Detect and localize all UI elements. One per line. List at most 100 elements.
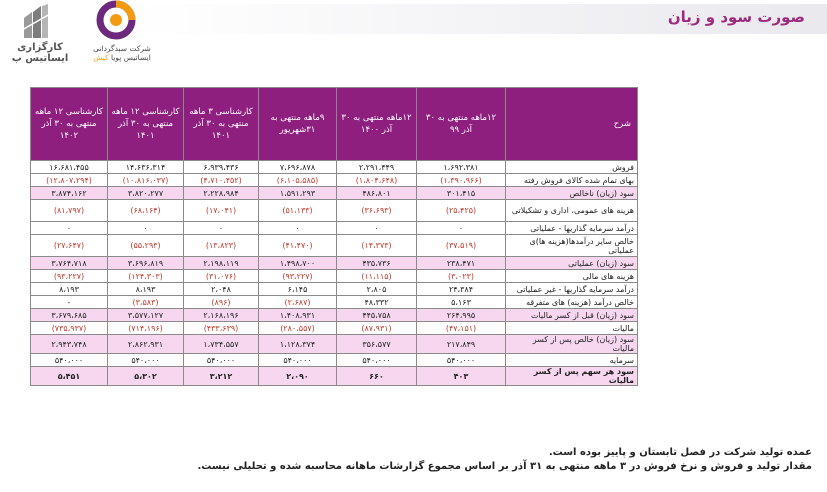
value-cell: ۴۰۳ (416, 366, 506, 386)
value-cell: ۳،۷۶۴،۷۱۸ (30, 256, 108, 270)
value-cell: (۵۵،۲۹۳) (107, 234, 184, 257)
value-cell: ۳،۵۷۷،۱۲۷ (107, 308, 184, 322)
value-cell: ۰ (183, 221, 259, 235)
table-header-row: شرح ۱۲ماهه منتهی به ۳۰ آذر ۹۹ ۱۲ماهه منتهی… (30, 87, 638, 161)
row-label: سود (زیان) عملیاتی (505, 256, 638, 270)
value-cell: ۸،۱۹۳ (30, 282, 108, 296)
value-cell: ۲،۰۴۸ (183, 282, 259, 296)
column-header: کارشناسی ۱۲ ماهه منتهی به ۳۰ آذر ۱۴۰۱ (107, 87, 184, 161)
table-row: سود (زیان) قبل از کسر مالیات ۲۶۴،۹۹۵ ۴۴۵،۷… (30, 308, 638, 322)
column-header: کارشناسی ۳ ماهه منتهی به ۳۰ آذر ۱۴۰۱ (183, 87, 259, 161)
row-label: درآمد سرمایه گذاریها - عملیاتی (505, 221, 638, 235)
value-cell: (۸۹۶) (183, 295, 259, 309)
value-cell: (۸۷،۹۳۱) (336, 321, 417, 335)
column-header: شرح (505, 87, 638, 161)
value-cell: ۱۶،۶۸۱،۴۵۵ (30, 160, 108, 174)
column-header: ۹ماهه منتهی به ۳۱شهریور (258, 87, 337, 161)
row-label: درآمد سرمایه گذاریها - غیر عملیاتی (505, 282, 638, 296)
row-label: خالص سایر درآمدها(هزینه ها)ی عملیاتی (505, 234, 638, 257)
value-cell: ۵۴۰،۰۰۰ (107, 353, 184, 367)
portfolio-company-logo-icon (96, 0, 136, 40)
value-cell: (۹۳،۲۲۷) (258, 269, 337, 283)
value-cell: ۲،۸۶۲،۹۳۱ (107, 334, 184, 354)
value-cell: ۴۸۶،۸۰۱ (336, 186, 417, 200)
value-cell: (۳،۵۸۳) (107, 295, 184, 309)
value-cell: ۴۳۵،۷۳۶ (336, 256, 417, 270)
value-cell: ۱،۶۹۲،۳۸۱ (416, 160, 506, 174)
value-cell: ۶،۹۳۹،۴۳۶ (183, 160, 259, 174)
value-cell: ۴۴۵،۷۵۸ (336, 308, 417, 322)
value-cell: ۰ (107, 221, 184, 235)
row-label: فروش (505, 160, 638, 174)
value-cell: (۶،۱۰۵،۵۸۵) (258, 173, 337, 187)
portfolio-logo-line2: ایساتیس پویا (111, 53, 151, 62)
value-cell: ۱،۱۲۸،۳۷۴ (258, 334, 337, 354)
value-cell: ۵،۱۶۳ (416, 295, 506, 309)
portfolio-logo-line1: شرکت سبدگردانی (93, 44, 151, 53)
value-cell: (۷۳۵،۹۳۷) (30, 321, 108, 335)
footnote-2: مقدار تولید و فروش و نرخ فروش در ۳ ماهه … (197, 461, 812, 472)
row-label: مالیات (505, 321, 638, 335)
table-body: فروش ۱،۶۹۲،۳۸۱ ۲،۲۹۱،۴۴۹ ۷،۶۹۶،۸۷۸ ۶،۹۳۹،۴۳۶… (30, 160, 638, 386)
table-row: خالص درآمد (هزینه) های متفرقه ۵،۱۶۳ ۴۸،۳۳۲… (30, 295, 638, 309)
value-cell: ۶،۱۴۵ (258, 282, 337, 296)
row-label: سود (زیان) ناخالص (505, 186, 638, 200)
value-cell: (۱،۳۹۰،۹۶۶) (416, 173, 506, 187)
value-cell: (۱۲۴،۳۰۳) (107, 269, 184, 283)
value-cell: ۵،۳۰۲ (107, 366, 184, 386)
portfolio-company-logo: شرکت سبدگردانی ایساتیس پویا کیش (82, 0, 162, 70)
value-cell: (۳۶،۶۹۳) (336, 199, 417, 222)
value-cell: (۸۱،۷۹۷) (30, 199, 108, 222)
table-row: هزینه های مالی (۳،۰۲۳) (۱۱،۱۱۵) (۹۳،۲۲۷) (۳۱… (30, 269, 638, 283)
footnote-1: عمده تولید شرکت در فصل تابستان و پاییز ب… (548, 447, 812, 458)
title-band (137, 4, 827, 34)
portfolio-logo-accent: کیش (93, 53, 109, 62)
income-statement-table: شرح ۱۲ماهه منتهی به ۳۰ آذر ۹۹ ۱۲ماهه منتهی… (30, 87, 638, 386)
value-cell: ۰ (258, 221, 337, 235)
table-row: سود (زیان) عملیاتی ۲۳۸،۴۷۱ ۴۳۵،۷۳۶ ۱،۴۹۸،۷۰… (30, 256, 638, 270)
value-cell: (۳۱،۰۷۶) (183, 269, 259, 283)
value-cell: ۵،۴۵۱ (30, 366, 108, 386)
value-cell: ۵۴۰،۰۰۰ (336, 353, 417, 367)
value-cell: ۲،۲۹۱،۴۴۹ (336, 160, 417, 174)
value-cell: (۲۷،۶۴۷) (30, 234, 108, 257)
value-cell: ۵۴۰،۰۰۰ (416, 353, 506, 367)
table-row: سود (زیان) ناخالص ۳۰۱،۴۱۵ ۴۸۶،۸۰۱ ۱،۵۹۱،۲۹۳… (30, 186, 638, 200)
value-cell: (۱۰،۸۱۶،۰۳۷) (107, 173, 184, 187)
value-cell: ۵۴۰،۰۰۰ (183, 353, 259, 367)
value-cell: ۴۸،۳۳۲ (336, 295, 417, 309)
value-cell: ۱،۴۰۸،۹۳۱ (258, 308, 337, 322)
value-cell: ۶۶۰ (336, 366, 417, 386)
value-cell: (۳۷،۵۱۹) (416, 234, 506, 257)
brokerage-logo-text: کارگزاری ایساتیس پ (4, 42, 76, 64)
value-cell: (۱۷،۰۴۱) (183, 199, 259, 222)
top-bar: صورت سود و زیان کارگزاری ایساتیس پ شرکت … (0, 0, 827, 64)
value-cell: ۲،۱۶۸،۱۹۶ (183, 308, 259, 322)
value-cell: ۲۶۴،۹۹۵ (416, 308, 506, 322)
table-row: فروش ۱،۶۹۲،۳۸۱ ۲،۲۹۱،۴۴۹ ۷،۶۹۶،۸۷۸ ۶،۹۳۹،۴۳۶… (30, 160, 638, 174)
row-label: سود (زیان) قبل از کسر مالیات (505, 308, 638, 322)
value-cell: (۴،۷۱۰،۴۵۲) (183, 173, 259, 187)
portfolio-company-logo-text: شرکت سبدگردانی ایساتیس پویا کیش (82, 44, 162, 62)
value-cell: (۱۴،۳۷۳) (336, 234, 417, 257)
column-header: ۱۲ماهه منتهی به ۳۰ آذر ۱۴۰۰ (336, 87, 417, 161)
value-cell: ۷،۶۹۶،۸۷۸ (258, 160, 337, 174)
table-row: سود (زیان) خالص پس از کسر مالیات ۲۱۷،۸۴۹ ۳… (30, 334, 638, 354)
table-row: خالص سایر درآمدها(هزینه ها)ی عملیاتی (۳۷،… (30, 234, 638, 257)
value-cell: (۳،۰۲۳) (416, 269, 506, 283)
value-cell: ۱،۷۳۴،۵۵۷ (183, 334, 259, 354)
brokerage-logo: کارگزاری ایساتیس پ (4, 2, 76, 66)
brokerage-logo-line1: کارگزاری (17, 42, 63, 53)
row-label: هزینه های مالی (505, 269, 638, 283)
value-cell: (۴۱،۴۷۰) (258, 234, 337, 257)
row-label: خالص درآمد (هزینه) های متفرقه (505, 295, 638, 309)
value-cell: ۲،۲۲۸،۹۸۴ (183, 186, 259, 200)
table-row: مالیات (۴۷،۱۵۱) (۸۷،۹۳۱) (۲۸۰،۵۵۷) (۴۳۳،۶۳۹)… (30, 321, 638, 335)
value-cell: ۲،۹۴۳،۷۴۸ (30, 334, 108, 354)
value-cell: ۳،۸۲۰،۲۷۷ (107, 186, 184, 200)
row-label: سرمایه (505, 353, 638, 367)
value-cell: ۲،۱۹۸،۱۱۹ (183, 256, 259, 270)
value-cell: ۳،۶۹۶،۸۱۹ (107, 256, 184, 270)
value-cell: ۰ (416, 221, 506, 235)
row-label: سود هر سهم پس از کسر مالیات (505, 366, 638, 386)
